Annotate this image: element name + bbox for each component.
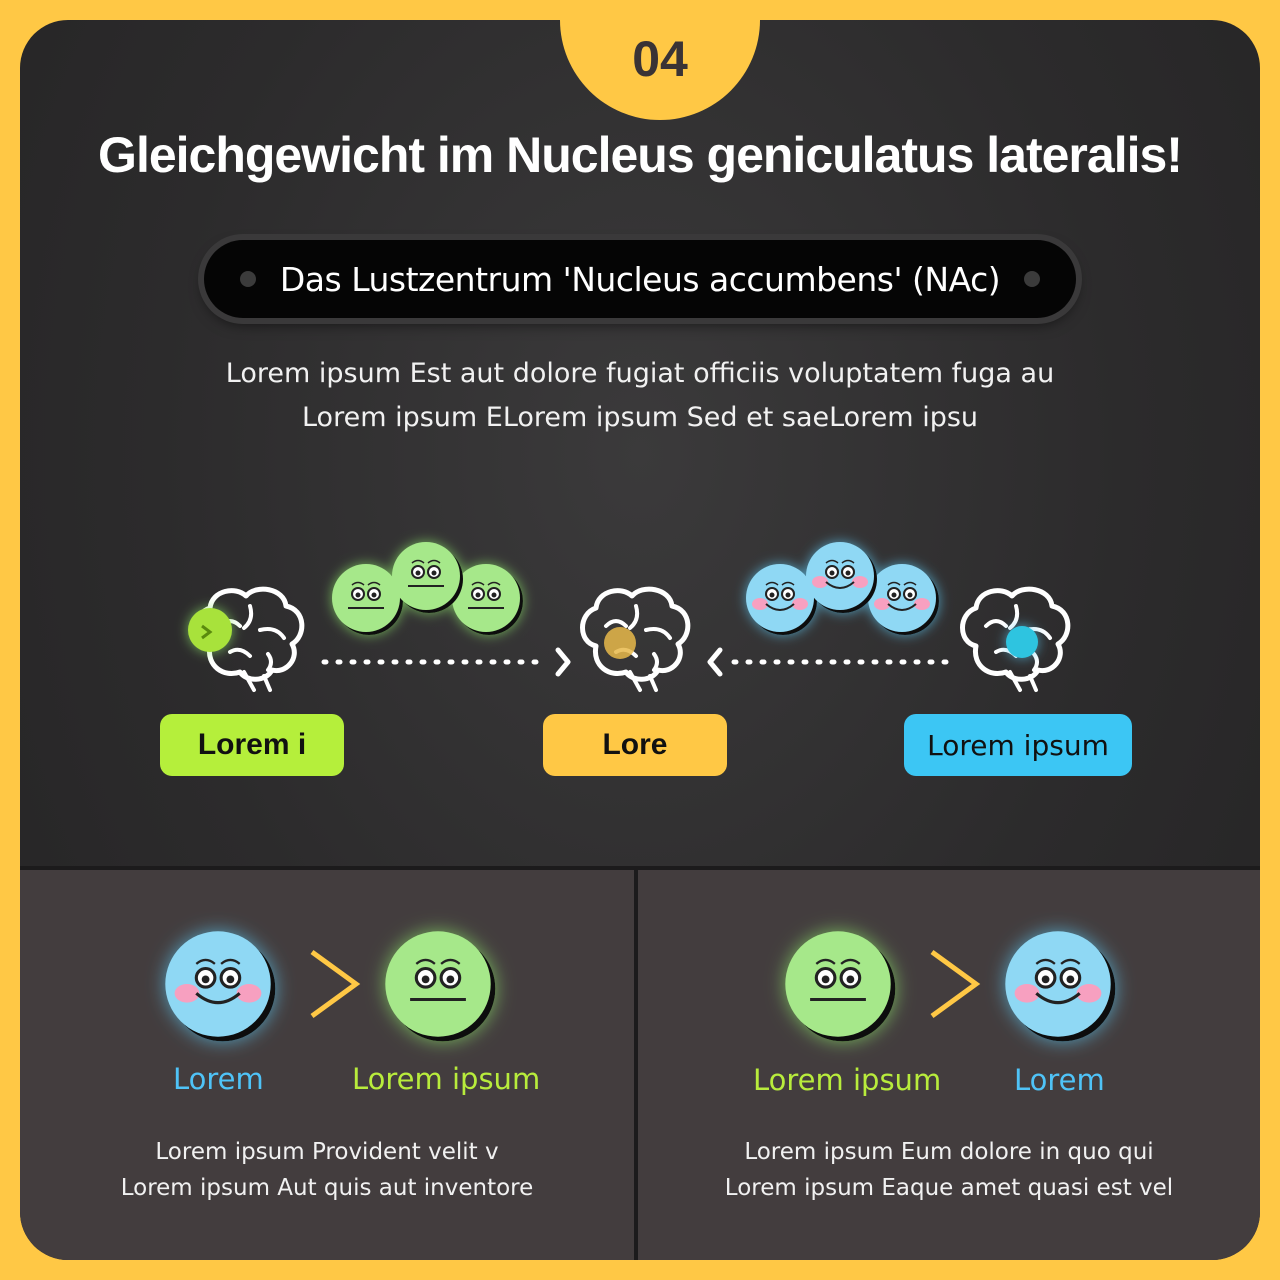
happy-face-icon-group: [745, 541, 940, 636]
pill-dot-right: [1024, 271, 1040, 287]
happy-face-icon: [163, 929, 277, 1043]
neutral-face-icon: [783, 929, 897, 1043]
comparison-section: Lorem Lorem ipsum Lorem ipsum Provident …: [20, 866, 1260, 1260]
comparison-icons: [163, 929, 1117, 1043]
right-description: Lorem ipsum Eum dolore in quo qui Lorem …: [638, 1134, 1260, 1206]
neutral-face-icon-group: [331, 541, 524, 636]
right-description-line-2: Lorem ipsum Eaque amet quasi est vel: [724, 1175, 1174, 1201]
right-label-b: Lorem: [1014, 1063, 1105, 1097]
divider-horizontal: [20, 866, 1260, 870]
label-center: Lore: [543, 714, 727, 776]
divider-vertical: [634, 866, 638, 1260]
left-description-line-1: Lorem ipsum Provident velit v: [155, 1139, 499, 1165]
description-line-1: Lorem ipsum Est aut dolore fugiat offici…: [225, 358, 1055, 389]
greater-than-icon: [310, 949, 361, 1019]
green-orb-icon: [188, 608, 232, 652]
step-number: 04: [632, 31, 688, 87]
label-left: Lorem i: [160, 714, 344, 776]
subtitle-pill: Das Lustzentrum 'Nucleus accumbens' (NAc…: [204, 240, 1076, 318]
page-title: Gleichgewicht im Nucleus geniculatus lat…: [98, 127, 1183, 183]
neurotransmitter-diagram: [188, 541, 1280, 860]
right-label-a: Lorem ipsum: [753, 1063, 942, 1097]
description-line-2: Lorem ipsum ELorem ipsum Sed et saeLorem…: [301, 402, 979, 433]
yellow-orb-icon: [604, 627, 636, 659]
subtitle-text: Das Lustzentrum 'Nucleus accumbens' (NAc…: [279, 259, 1001, 299]
left-label-b: Lorem ipsum: [352, 1062, 541, 1096]
right-description-line-1: Lorem ipsum Eum dolore in quo qui: [744, 1139, 1154, 1165]
blue-orb-icon: [1006, 626, 1038, 658]
arrow-right-icon: [321, 647, 571, 677]
arrow-left-icon: [707, 647, 959, 677]
pill-dot-left: [240, 271, 256, 287]
neutral-face-icon: [383, 929, 497, 1043]
left-label-a: Lorem: [173, 1062, 264, 1096]
left-description-line-2: Lorem ipsum Aut quis aut inventore: [120, 1175, 534, 1201]
label-right: Lorem ipsum: [904, 714, 1132, 776]
description: Lorem ipsum Est aut dolore fugiat offici…: [0, 352, 1280, 440]
greater-than-icon: [930, 949, 981, 1019]
happy-face-icon: [1003, 929, 1117, 1043]
left-description: Lorem ipsum Provident velit v Lorem ipsu…: [20, 1134, 634, 1206]
